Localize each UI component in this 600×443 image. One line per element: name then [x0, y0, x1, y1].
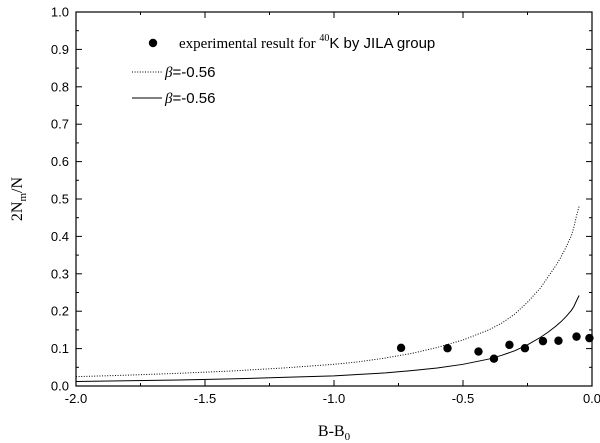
x-tick-label: -0.5 — [452, 391, 474, 406]
y-tick-label: 0.3 — [51, 266, 69, 281]
y-tick-label: 0.8 — [51, 79, 69, 94]
y-tick-label: 0.5 — [51, 192, 69, 207]
data-point — [396, 343, 406, 353]
y-tick-label: 0.4 — [51, 229, 69, 244]
legend-label-experimental: experimental result for 40K by JILA grou… — [179, 33, 435, 52]
y-tick-label: 0.1 — [51, 341, 69, 356]
legend-label-solid: β=-0.56 — [164, 90, 215, 107]
data-point — [474, 347, 483, 356]
data-point — [585, 333, 594, 343]
tick-group: -2.0 -1.5 -1.0 -0.5 0.0 0.0 0.1 0.2 0.3 0.4 0.5 0.6… — [51, 5, 600, 407]
data-point — [554, 336, 563, 345]
legend-marker-dot — [148, 38, 158, 48]
x-axis-title: B-B0 — [318, 423, 351, 443]
plot-frame — [75, 11, 593, 387]
x-tick-label: -1.0 — [323, 391, 345, 406]
solid-curve — [75, 295, 580, 383]
legend-label-dotted: β=-0.56 — [164, 64, 215, 81]
y-tick-label: 0.7 — [51, 117, 69, 132]
data-point — [505, 340, 514, 350]
data-point — [520, 344, 530, 353]
y-tick-label: 1.0 — [51, 5, 69, 20]
plot-area — [75, 206, 594, 383]
data-point — [443, 344, 452, 353]
y-axis-title: 2Nm/N — [9, 176, 29, 221]
y-tick-label: 0.9 — [51, 42, 69, 57]
legend: experimental result for 40K by JILA grou… — [132, 33, 435, 107]
x-tick-label: -1.5 — [194, 391, 216, 406]
y-tick-label: 0.6 — [51, 154, 69, 169]
y-tick-label: 0.0 — [51, 379, 69, 394]
x-tick-label: -2.0 — [65, 391, 87, 406]
dotted-curve — [75, 206, 580, 378]
data-point — [538, 336, 548, 346]
data-point — [572, 332, 581, 341]
x-tick-label: 0.0 — [583, 391, 600, 406]
y-tick-label: 0.2 — [51, 304, 69, 319]
